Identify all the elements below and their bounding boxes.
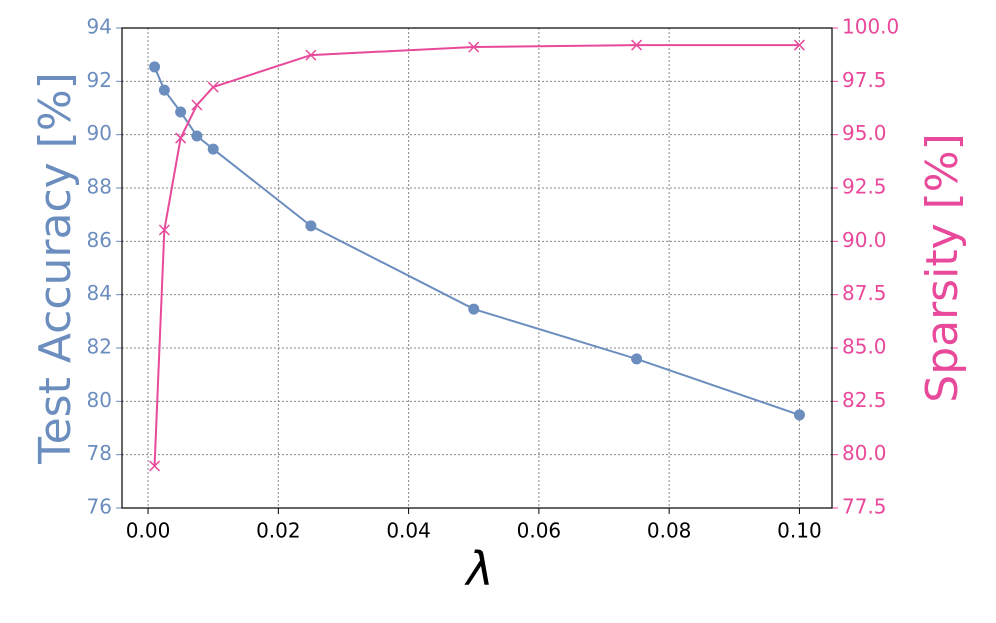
x-tick-label: 0.08 xyxy=(647,519,692,543)
y-tick-label: 94 xyxy=(87,15,112,39)
y-tick-label: 78 xyxy=(87,441,112,465)
marker xyxy=(631,39,643,51)
marker xyxy=(158,224,170,236)
marker xyxy=(305,220,317,232)
x-tick-label: 0.02 xyxy=(256,519,301,543)
x-tick-label: 0.10 xyxy=(777,519,822,543)
marker xyxy=(158,84,170,96)
marker xyxy=(191,130,203,142)
y-tick-label: 82 xyxy=(87,335,112,359)
marker xyxy=(149,61,161,73)
y2-tick-label: 80.0 xyxy=(842,441,887,465)
marker xyxy=(631,353,643,365)
marker xyxy=(207,143,219,155)
y2-tick-label: 97.5 xyxy=(842,68,887,92)
marker xyxy=(207,81,219,93)
marker xyxy=(191,99,203,111)
y2-tick-label: 90.0 xyxy=(842,228,887,252)
plot-frame xyxy=(121,27,833,509)
y2-tick-label: 87.5 xyxy=(842,281,887,305)
y-tick-label: 80 xyxy=(87,388,112,412)
y2-tick-label: 100.0 xyxy=(842,15,899,39)
x-axis-label: λ xyxy=(463,542,493,596)
y2-tick-label: 82.5 xyxy=(842,388,887,412)
series-line xyxy=(153,44,800,467)
x-tick-label: 0.00 xyxy=(126,519,171,543)
y2-tick-label: 85.0 xyxy=(842,335,887,359)
y-tick-label: 86 xyxy=(87,228,112,252)
y-tick-label: 76 xyxy=(87,495,112,519)
y-tick-label: 92 xyxy=(87,68,112,92)
marker xyxy=(175,132,187,144)
x-tick-label: 0.06 xyxy=(517,519,562,543)
marker xyxy=(468,303,480,315)
y-tick-label: 90 xyxy=(87,121,112,145)
y-tick-label: 88 xyxy=(87,175,112,199)
marker xyxy=(149,460,161,472)
y-tick-label: 84 xyxy=(87,281,112,305)
x-tick-label: 0.04 xyxy=(386,519,431,543)
y-axis-label: Test Accuracy [%] xyxy=(30,72,81,465)
y2-tick-label: 95.0 xyxy=(842,121,887,145)
marker xyxy=(793,39,805,51)
marker xyxy=(305,49,317,61)
y2-axis-label: Sparsity [%] xyxy=(917,133,968,402)
marker xyxy=(175,106,187,118)
grid xyxy=(122,27,832,509)
marker xyxy=(793,409,805,421)
marker xyxy=(468,41,480,53)
y2-tick-label: 77.5 xyxy=(842,495,887,519)
y2-tick-label: 92.5 xyxy=(842,175,887,199)
